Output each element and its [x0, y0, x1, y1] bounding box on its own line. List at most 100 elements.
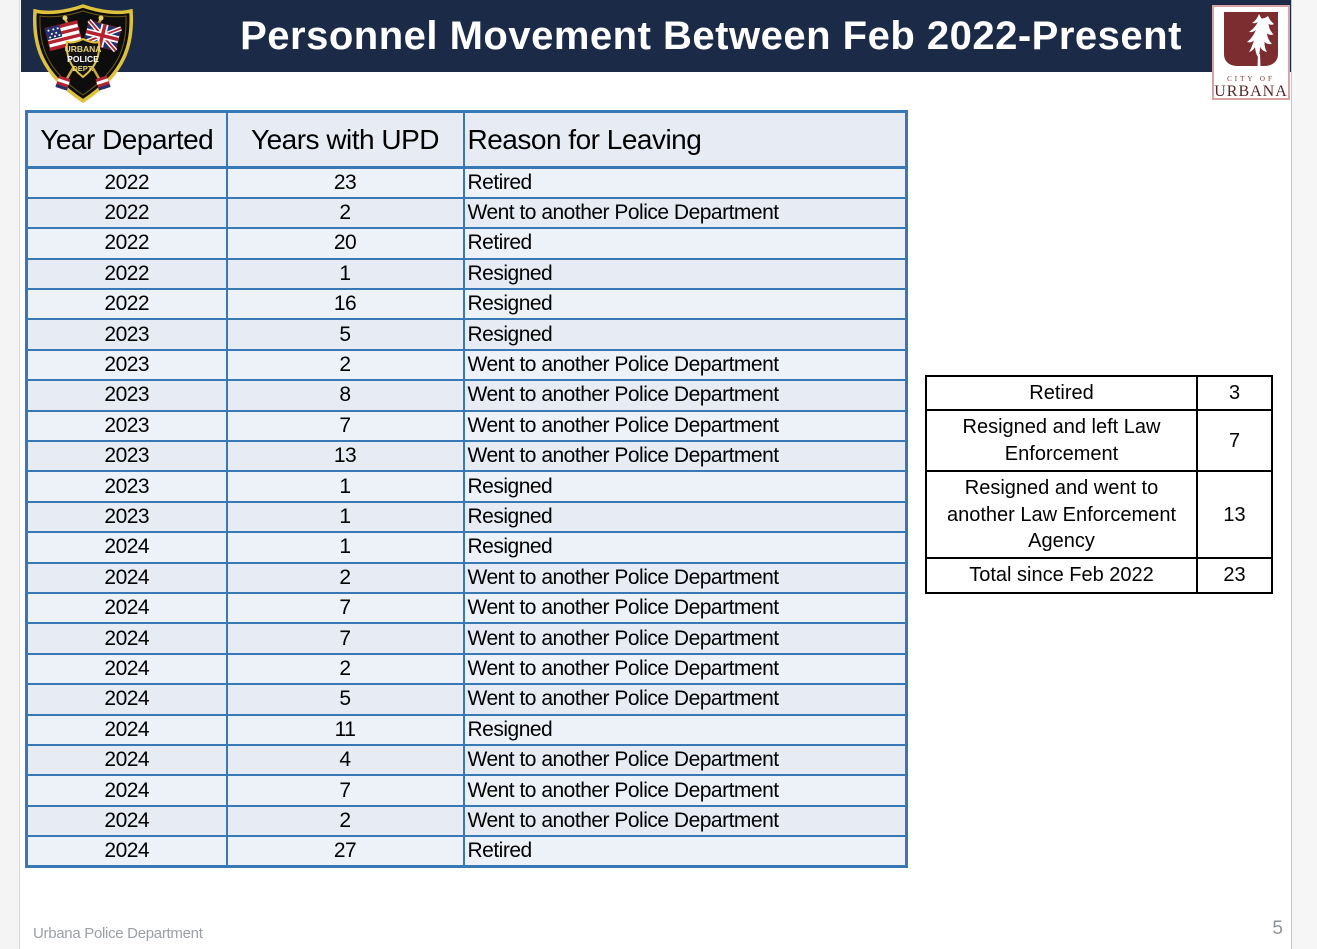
personnel-movement-table: Year Departed Years with UPD Reason for … — [25, 110, 908, 868]
upd-badge-icon: URBANA POLICE DEPT. — [32, 4, 134, 104]
summary-row: Resigned and went to another Law Enforce… — [925, 470, 1273, 560]
summary-value: 13 — [1196, 470, 1273, 560]
column-header-years-with-upd: Years with UPD — [225, 110, 465, 169]
cell-reason-for-leaving: Resigned — [462, 288, 908, 321]
cell-years-with-upd: 1 — [225, 500, 465, 534]
cell-years-with-upd: 11 — [225, 713, 465, 746]
table-row: 2024 2 Went to another Police Department — [25, 804, 908, 838]
summary-value: 3 — [1196, 374, 1273, 412]
cell-year-departed: 2024 — [25, 652, 228, 686]
cell-reason-for-leaving: Retired — [462, 166, 908, 199]
summary-row: Retired 3 — [925, 374, 1273, 412]
table-header-row: Year Departed Years with UPD Reason for … — [25, 110, 908, 169]
table-row: 2023 1 Resigned — [25, 500, 908, 534]
table-row: 2023 7 Went to another Police Department — [25, 409, 908, 443]
cell-year-departed: 2024 — [25, 835, 228, 868]
cell-reason-for-leaving: Resigned — [462, 470, 908, 503]
cell-reason-for-leaving: Resigned — [462, 257, 908, 291]
cell-years-with-upd: 27 — [225, 835, 465, 868]
cell-year-departed: 2022 — [25, 196, 228, 230]
table-row: 2023 2 Went to another Police Department — [25, 348, 908, 382]
table-row: 2022 23 Retired — [25, 166, 908, 199]
summary-table: Retired 3 Resigned and left Law Enforcem… — [925, 374, 1273, 594]
cell-reason-for-leaving: Went to another Police Department — [462, 196, 908, 230]
table-row: 2024 2 Went to another Police Department — [25, 652, 908, 686]
table-row: 2024 5 Went to another Police Department — [25, 683, 908, 716]
cell-year-departed: 2024 — [25, 591, 228, 625]
cell-years-with-upd: 1 — [225, 257, 465, 291]
table-row: 2023 1 Resigned — [25, 470, 908, 503]
cell-year-departed: 2024 — [25, 774, 228, 807]
page-title: Personnel Movement Between Feb 2022-Pres… — [240, 13, 1182, 58]
table-row: 2024 7 Went to another Police Department — [25, 774, 908, 807]
cell-years-with-upd: 16 — [225, 288, 465, 321]
cell-reason-for-leaving: Went to another Police Department — [462, 804, 908, 838]
cell-year-departed: 2024 — [25, 622, 228, 655]
cell-years-with-upd: 5 — [225, 318, 465, 351]
cell-year-departed: 2023 — [25, 409, 228, 443]
cell-years-with-upd: 1 — [225, 470, 465, 503]
cell-years-with-upd: 2 — [225, 348, 465, 382]
cell-reason-for-leaving: Resigned — [462, 318, 908, 351]
badge-text-urbana: URBANA — [65, 44, 102, 54]
summary-row: Total since Feb 2022 23 — [925, 557, 1273, 594]
cell-reason-for-leaving: Went to another Police Department — [462, 409, 908, 443]
table-row: 2024 1 Resigned — [25, 531, 908, 564]
slide-title-bar: Personnel Movement Between Feb 2022-Pres… — [21, 0, 1291, 72]
city-logo-city-of-label: CITY OF — [1227, 75, 1275, 83]
cell-year-departed: 2024 — [25, 743, 228, 777]
table-row: 2024 2 Went to another Police Department — [25, 561, 908, 594]
cell-years-with-upd: 13 — [225, 440, 465, 473]
cell-reason-for-leaving: Went to another Police Department — [462, 591, 908, 625]
cell-reason-for-leaving: Went to another Police Department — [462, 652, 908, 686]
table-row: 2022 1 Resigned — [25, 257, 908, 291]
table-row: 2024 7 Went to another Police Department — [25, 622, 908, 655]
right-gutter-scroll-area[interactable] — [1291, 0, 1317, 949]
table-row: 2024 7 Went to another Police Department — [25, 591, 908, 625]
cell-reason-for-leaving: Went to another Police Department — [462, 561, 908, 594]
table-row: 2022 16 Resigned — [25, 288, 908, 321]
summary-value: 23 — [1196, 557, 1273, 594]
cell-years-with-upd: 7 — [225, 622, 465, 655]
cell-years-with-upd: 2 — [225, 652, 465, 686]
cell-year-departed: 2023 — [25, 470, 228, 503]
column-header-reason-for-leaving: Reason for Leaving — [462, 110, 908, 169]
cell-year-departed: 2024 — [25, 713, 228, 746]
cell-year-departed: 2024 — [25, 531, 228, 564]
table-row: 2023 8 Went to another Police Department — [25, 379, 908, 412]
cell-year-departed: 2024 — [25, 683, 228, 716]
summary-row: Resigned and left Law Enforcement 7 — [925, 409, 1273, 473]
cell-year-departed: 2023 — [25, 348, 228, 382]
table-row: 2023 13 Went to another Police Departmen… — [25, 440, 908, 473]
cell-reason-for-leaving: Went to another Police Department — [462, 348, 908, 382]
summary-label: Retired — [925, 374, 1198, 412]
page-number: 5 — [1272, 918, 1283, 939]
cell-reason-for-leaving: Went to another Police Department — [462, 743, 908, 777]
cell-years-with-upd: 2 — [225, 196, 465, 230]
cell-year-departed: 2022 — [25, 166, 228, 199]
urbana-oak-leaf-icon — [1224, 12, 1278, 66]
cell-reason-for-leaving: Went to another Police Department — [462, 774, 908, 807]
cell-year-departed: 2024 — [25, 804, 228, 838]
cell-year-departed: 2024 — [25, 561, 228, 594]
slide: Personnel Movement Between Feb 2022-Pres… — [21, 0, 1291, 949]
badge-text-dept: DEPT. — [72, 64, 93, 73]
cell-reason-for-leaving: Resigned — [462, 713, 908, 746]
cell-years-with-upd: 7 — [225, 591, 465, 625]
cell-reason-for-leaving: Went to another Police Department — [462, 379, 908, 412]
cell-reason-for-leaving: Resigned — [462, 531, 908, 564]
cell-years-with-upd: 7 — [225, 774, 465, 807]
summary-value: 7 — [1196, 409, 1273, 473]
cell-year-departed: 2023 — [25, 440, 228, 473]
badge-text-police: POLICE — [67, 54, 99, 64]
cell-years-with-upd: 5 — [225, 683, 465, 716]
cell-year-departed: 2023 — [25, 379, 228, 412]
cell-year-departed: 2023 — [25, 318, 228, 351]
personnel-table-body: 2022 23 Retired 2022 2 Went to another P… — [25, 166, 908, 868]
cell-reason-for-leaving: Went to another Police Department — [462, 683, 908, 716]
cell-year-departed: 2023 — [25, 500, 228, 534]
city-logo-urbana-label: URBANA — [1214, 83, 1288, 100]
left-gutter — [0, 0, 20, 949]
cell-years-with-upd: 1 — [225, 531, 465, 564]
